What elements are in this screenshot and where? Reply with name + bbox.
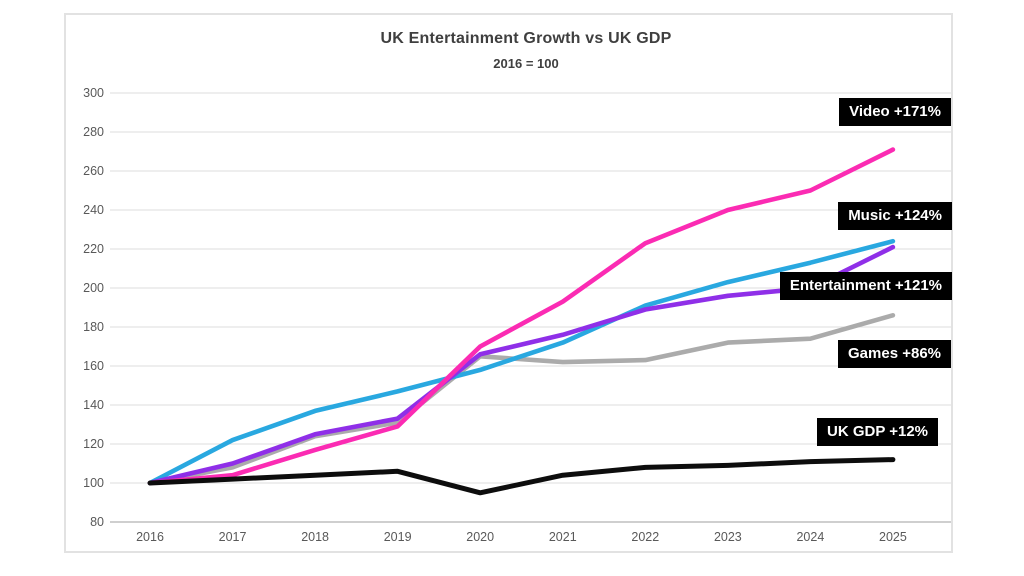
- y-tick-label: 260: [83, 164, 104, 178]
- y-tick-label: 280: [83, 125, 104, 139]
- chart-title: UK Entertainment Growth vs UK GDP: [380, 30, 672, 47]
- series-line-entertainment: [147, 244, 896, 486]
- x-tick-label: 2021: [549, 530, 577, 544]
- x-tick-label: 2017: [219, 530, 247, 544]
- y-tick-label: 180: [83, 320, 104, 334]
- video-series-label: Video +171%: [839, 98, 951, 126]
- y-tick-label: 100: [83, 476, 104, 490]
- x-tick-label: 2024: [796, 530, 824, 544]
- x-tick-label: 2020: [466, 530, 494, 544]
- chart-subtitle: 2016 = 100: [493, 56, 559, 71]
- y-tick-label: 240: [83, 203, 104, 217]
- entertainment-series-label: Entertainment +121%: [779, 272, 952, 300]
- music-series-label: Music +124%: [838, 202, 952, 230]
- uk-gdp-series-label: UK GDP +12%: [816, 418, 938, 446]
- y-tick-label: 80: [90, 515, 104, 529]
- x-tick-label: 2022: [631, 530, 659, 544]
- series-line-music: [147, 238, 896, 486]
- series-line-games: [147, 312, 896, 486]
- x-tick-label: 2016: [136, 530, 164, 544]
- series-line-video: [147, 147, 896, 486]
- games-series-label: Games +86%: [838, 340, 951, 368]
- y-tick-label: 140: [83, 398, 104, 412]
- y-tick-label: 160: [83, 359, 104, 373]
- x-tick-label: 2025: [879, 530, 907, 544]
- y-tick-label: 220: [83, 242, 104, 256]
- y-tick-label: 200: [83, 281, 104, 295]
- x-tick-label: 2019: [384, 530, 412, 544]
- x-tick-label: 2023: [714, 530, 742, 544]
- y-tick-label: 300: [83, 86, 104, 100]
- series-line-uk-gdp: [147, 457, 896, 496]
- x-tick-label: 2018: [301, 530, 329, 544]
- y-tick-label: 120: [83, 437, 104, 451]
